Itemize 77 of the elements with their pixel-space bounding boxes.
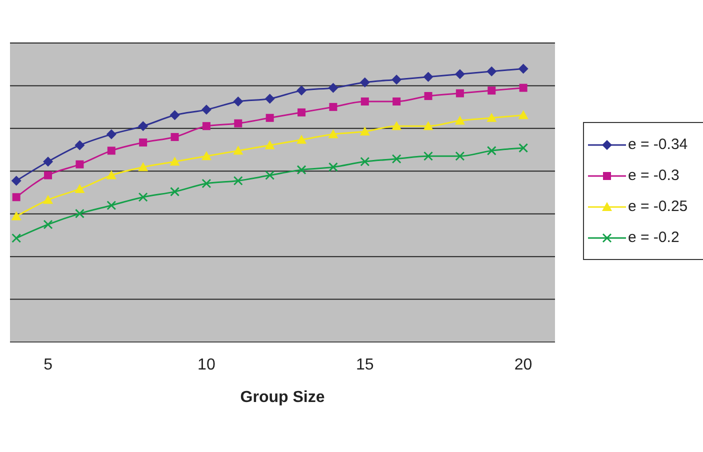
point: [12, 233, 22, 243]
point: [74, 184, 85, 193]
point: [202, 178, 212, 188]
point: [43, 194, 54, 204]
point: [170, 156, 180, 166]
point: [234, 119, 242, 128]
point: [233, 176, 243, 186]
point: [106, 200, 116, 210]
point: [170, 110, 180, 120]
point: [11, 211, 22, 220]
point: [360, 126, 370, 136]
point: [233, 146, 244, 155]
point: [138, 121, 148, 132]
legend-label: e = -0.34: [628, 136, 688, 153]
point: [486, 146, 496, 156]
point: [423, 121, 434, 130]
point: [11, 176, 22, 186]
point: [264, 140, 275, 150]
point: [138, 162, 148, 172]
point: [456, 89, 464, 98]
point: [360, 97, 369, 106]
point: [139, 138, 148, 146]
point: [296, 86, 307, 96]
point: [233, 96, 244, 106]
point: [298, 108, 306, 116]
point: [296, 134, 307, 144]
point: [329, 102, 338, 111]
point: [423, 72, 434, 82]
point: [43, 220, 53, 230]
point: [170, 186, 180, 196]
point: [265, 170, 275, 180]
point: [488, 86, 496, 95]
point: [486, 112, 497, 122]
point: [328, 82, 338, 93]
legend-label: e = -0.2: [628, 229, 680, 246]
point: [266, 114, 274, 122]
point: [424, 92, 432, 100]
point: [518, 110, 528, 120]
point: [107, 146, 116, 155]
point: [12, 193, 20, 202]
point: [201, 104, 212, 115]
point: [328, 162, 338, 172]
point: [44, 171, 52, 180]
point: [43, 156, 54, 167]
point: [519, 84, 528, 92]
point: [170, 133, 179, 142]
point: [518, 143, 528, 153]
point: [392, 154, 402, 164]
point: [76, 160, 84, 168]
point: [74, 208, 84, 218]
x-tick-label: 10: [198, 356, 216, 374]
point: [486, 66, 497, 76]
legend-label: e = -0.25: [628, 198, 688, 215]
point: [392, 121, 402, 130]
legend-label: e = -0.3: [628, 167, 680, 184]
x-tick-label: 5: [44, 356, 53, 374]
point: [328, 129, 338, 138]
point: [138, 192, 148, 202]
point: [201, 151, 212, 160]
point: [454, 69, 465, 80]
point: [106, 129, 116, 140]
point: [424, 151, 434, 161]
x-tick-label: 20: [514, 356, 532, 374]
point: [296, 165, 306, 175]
x-tick-label: 15: [356, 356, 374, 374]
point: [264, 94, 275, 104]
point: [74, 140, 85, 150]
point: [518, 64, 528, 74]
point: [455, 151, 465, 161]
x-axis-title: Group Size: [240, 389, 325, 406]
point: [454, 116, 465, 125]
point: [106, 170, 116, 180]
point: [202, 122, 210, 130]
point: [360, 156, 370, 166]
point: [392, 74, 402, 85]
point: [360, 77, 370, 88]
point: [392, 97, 401, 106]
